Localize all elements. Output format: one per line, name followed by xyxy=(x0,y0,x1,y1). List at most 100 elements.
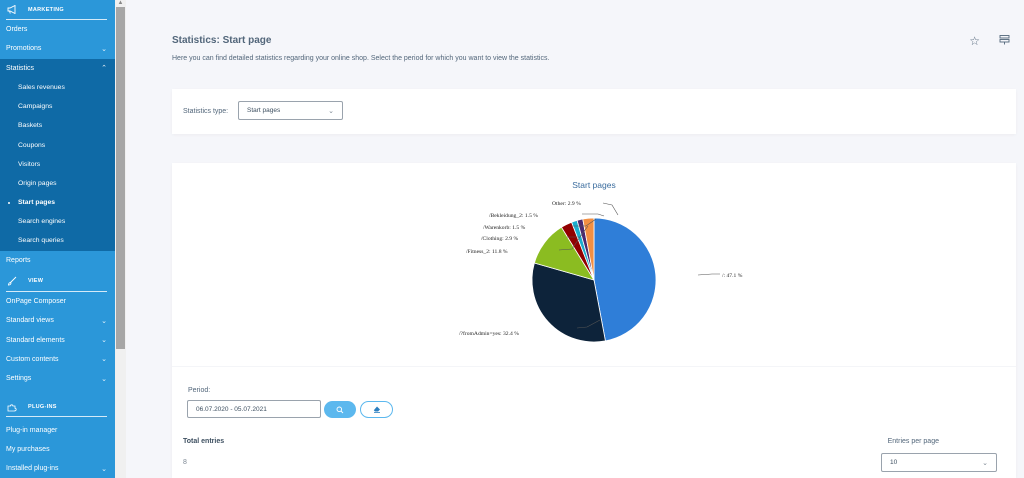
chart-card: Start pages /: 47.1 % /?fromAdmin=yes: 3… xyxy=(172,163,1016,478)
sidebar-item-standard-elements[interactable]: Standard elements ⌄ xyxy=(0,330,115,349)
section-label: MARKETING xyxy=(28,6,65,13)
sidebar: MARKETING Orders Promotions ⌄ Statistics… xyxy=(0,0,115,478)
item-label: Reports xyxy=(6,256,31,264)
eraser-icon xyxy=(373,406,380,413)
scroll-thumb[interactable] xyxy=(116,7,125,349)
search-button[interactable] xyxy=(324,401,356,418)
pie-connectors xyxy=(558,202,720,329)
sidebar-item-installed-plugins[interactable]: Installed plug-ins ⌄ xyxy=(0,459,115,478)
item-label: Promotions xyxy=(6,45,42,53)
search-icon xyxy=(336,406,344,413)
divider xyxy=(6,416,107,418)
sidebar-item-settings[interactable]: Settings ⌄ xyxy=(0,369,115,388)
sidebar-sub-baskets[interactable]: Baskets xyxy=(0,116,115,135)
sidebar-sub-search-engines[interactable]: Search engines xyxy=(0,212,115,231)
pie-label-fromadmin: /?fromAdmin=yes: 32.4 % xyxy=(459,330,519,337)
pie-label-root: /: 47.1 % xyxy=(722,273,743,279)
item-label: OnPage Composer xyxy=(6,298,66,306)
sidebar-sub-visitors[interactable]: Visitors xyxy=(0,155,115,174)
statistics-type-card: Statistics type: Start pages ⌄ xyxy=(172,89,1016,134)
pie-slice[interactable] xyxy=(582,217,595,281)
section-label: VIEW xyxy=(28,278,44,285)
chevron-down-icon: ⌄ xyxy=(328,107,334,115)
reset-button[interactable] xyxy=(360,401,393,418)
pie-chart: /: 47.1 % /?fromAdmin=yes: 32.4 % /Fitne… xyxy=(459,201,743,343)
pie-slice[interactable] xyxy=(593,217,657,342)
sidebar-item-statistics[interactable]: Statistics ⌃ xyxy=(0,59,115,78)
item-label: Baskets xyxy=(18,122,43,130)
star-icon[interactable]: ☆ xyxy=(969,34,980,48)
chevron-up-icon: ⌃ xyxy=(101,65,107,73)
sidebar-item-onpage-composer[interactable]: OnPage Composer xyxy=(0,292,115,311)
item-label: Statistics xyxy=(6,64,35,72)
item-label: Search engines xyxy=(18,218,66,226)
period-input[interactable]: 06.07.2020 - 05.07.2021 xyxy=(187,400,321,418)
puzzle-icon xyxy=(6,402,18,412)
sidebar-scrollbar[interactable]: ▲ xyxy=(115,0,126,478)
pie-slices xyxy=(531,217,657,343)
sidebar-item-custom-contents[interactable]: Custom contents ⌄ xyxy=(0,350,115,369)
brush-icon xyxy=(6,276,18,286)
section-label: PLUG-INS xyxy=(28,403,57,410)
sidebar-sub-start-pages[interactable]: Start pages xyxy=(0,193,115,212)
chevron-down-icon: ⌄ xyxy=(101,465,107,473)
megaphone-icon xyxy=(6,5,18,14)
sidebar-item-reports[interactable]: Reports xyxy=(0,251,115,270)
sidebar-sub-campaigns[interactable]: Campaigns xyxy=(0,97,115,116)
pie-label-bekleidung: /Bekleidung_2: 1.5 % xyxy=(489,213,538,219)
item-label: Installed plug-ins xyxy=(6,465,59,473)
statistics-group: Statistics ⌃ Sales revenues Campaigns Ba… xyxy=(0,58,115,251)
item-label: My purchases xyxy=(6,445,50,453)
active-dot-icon xyxy=(8,201,10,204)
chevron-down-icon: ⌄ xyxy=(101,356,107,364)
sidebar-sub-search-queries[interactable]: Search queries xyxy=(0,231,115,250)
period-value: 06.07.2020 - 05.07.2021 xyxy=(196,405,267,413)
chevron-down-icon: ⌄ xyxy=(101,337,107,345)
sidebar-item-plugin-manager[interactable]: Plug-in manager xyxy=(0,420,115,439)
sidebar-item-standard-views[interactable]: Standard views ⌄ xyxy=(0,311,115,330)
main-content: Statistics: Start page Here you can find… xyxy=(126,0,1024,478)
pie-labels: /: 47.1 % /?fromAdmin=yes: 32.4 % /Fitne… xyxy=(459,201,743,337)
chevron-down-icon: ⌄ xyxy=(101,317,107,325)
select-value: 10 xyxy=(890,459,898,466)
item-label: Standard views xyxy=(6,317,54,325)
total-entries-label: Total entries xyxy=(183,438,225,445)
period-label: Period: xyxy=(188,387,211,394)
entries-per-page-select[interactable]: 10 ⌄ xyxy=(881,453,997,472)
pie-slice[interactable] xyxy=(531,262,606,343)
item-label: Campaigns xyxy=(18,103,53,111)
statistics-type-label: Statistics type: xyxy=(183,108,229,115)
divider xyxy=(6,19,107,20)
sidebar-sub-sales-revenues[interactable]: Sales revenues xyxy=(0,78,115,97)
item-label: Visitors xyxy=(18,160,41,168)
menu-icon[interactable] xyxy=(999,34,1010,48)
sidebar-item-promotions[interactable]: Promotions ⌄ xyxy=(0,39,115,58)
sidebar-item-orders[interactable]: Orders xyxy=(0,20,115,39)
chevron-down-icon: ⌄ xyxy=(101,45,107,53)
sidebar-sub-origin-pages[interactable]: Origin pages xyxy=(0,174,115,193)
entries-per-page-label: Entries per page xyxy=(887,438,939,445)
sidebar-item-my-purchases[interactable]: My purchases xyxy=(0,440,115,459)
pie-label-clothing: /Clothing: 2.9 % xyxy=(481,236,518,242)
select-value: Start pages xyxy=(247,107,281,114)
item-label: Origin pages xyxy=(18,179,57,187)
sidebar-sub-coupons[interactable]: Coupons xyxy=(0,135,115,154)
pie-label-fitness: /Fitness_2: 11.8 % xyxy=(466,249,508,255)
item-label: Start pages xyxy=(18,199,56,207)
pie-label-other: Other: 2.9 % xyxy=(552,201,581,207)
item-label: Orders xyxy=(6,26,28,34)
divider xyxy=(6,290,107,292)
total-entries-value: 8 xyxy=(183,459,187,466)
scroll-up-arrow-icon[interactable]: ▲ xyxy=(117,0,124,6)
section-marketing: MARKETING xyxy=(0,0,115,19)
item-label: Search queries xyxy=(18,237,64,245)
pie-label-warenkorb: /Warenkorb: 1.5 % xyxy=(483,225,526,231)
statistics-type-select[interactable]: Start pages ⌄ xyxy=(238,101,343,120)
section-view: VIEW xyxy=(0,272,115,291)
page-description: Here you can find detailed statistics re… xyxy=(172,55,550,62)
chevron-down-icon: ⌄ xyxy=(982,459,988,467)
item-label: Standard elements xyxy=(6,336,65,344)
item-label: Sales revenues xyxy=(18,83,65,91)
item-label: Plug-in manager xyxy=(6,426,58,434)
item-label: Custom contents xyxy=(6,355,59,363)
